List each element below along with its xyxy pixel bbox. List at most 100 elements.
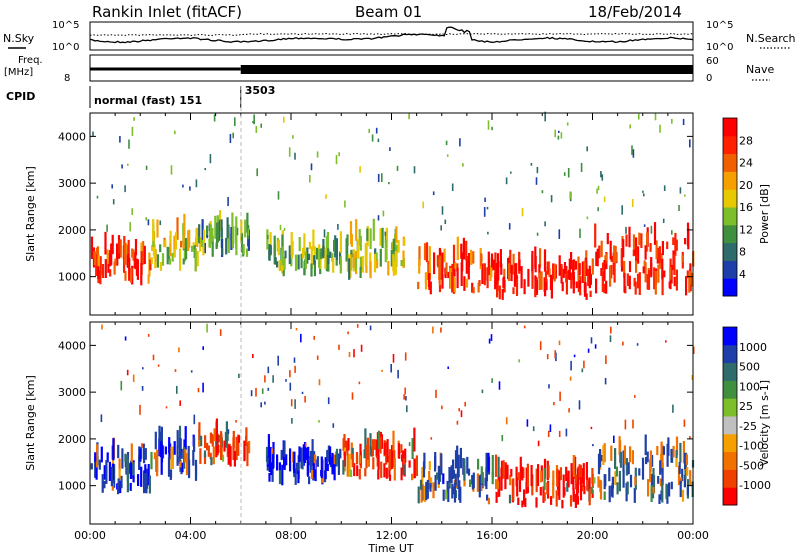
range-gate-cell — [480, 253, 483, 267]
range-gate-cell — [454, 450, 458, 469]
range-gate-cell — [124, 336, 127, 341]
range-gate-cell — [309, 458, 312, 473]
range-gate-cell — [110, 243, 113, 266]
range-gate-cell — [147, 334, 150, 337]
range-gate-cell — [337, 453, 340, 475]
range-gate-cell — [159, 220, 162, 226]
range-gate-cell — [195, 179, 198, 188]
range-gate-cell — [692, 346, 695, 354]
range-gate-cell — [626, 481, 629, 495]
range-gate-cell — [685, 454, 688, 465]
range-gate-cell — [179, 461, 182, 468]
range-gate-cell — [233, 450, 236, 467]
range-gate-cell — [570, 252, 573, 270]
range-gate-cell — [388, 182, 390, 185]
range-gate-cell — [318, 420, 320, 423]
range-gate-cell — [343, 434, 346, 456]
range-gate-cell — [558, 255, 561, 276]
range-gate-cell — [495, 479, 498, 490]
range-gate-cell — [458, 408, 460, 412]
range-gate-cell — [650, 473, 653, 490]
range-gate-cell — [445, 140, 448, 146]
range-gate-cell — [623, 272, 626, 293]
colorbar-tick-label: -500 — [739, 459, 764, 472]
range-gate-cell — [293, 451, 296, 469]
range-gate-cell — [101, 324, 103, 330]
range-gate-cell — [684, 194, 686, 197]
range-gate-cell — [184, 426, 187, 451]
range-gate-cell — [191, 245, 194, 252]
range-gate-cell — [443, 248, 446, 263]
range-gate-cell — [622, 341, 624, 346]
range-gate-cell — [144, 464, 147, 474]
range-gate-cell — [575, 474, 578, 490]
range-gate-cell — [372, 218, 375, 241]
range-gate-cell — [569, 495, 573, 507]
range-gate-cell — [484, 477, 487, 487]
range-gate-cell — [319, 256, 322, 269]
nsky-label: N.Sky — [3, 32, 35, 45]
range-gate-cell — [448, 467, 451, 483]
range-gate-cell — [679, 480, 682, 498]
range-gate-cell — [369, 261, 372, 279]
range-gate-cell — [337, 224, 339, 230]
range-gate-cell — [361, 256, 364, 273]
range-gate-cell — [329, 446, 332, 465]
range-gate-cell — [678, 205, 680, 211]
range-gate-cell — [555, 490, 558, 507]
range-gate-cell — [447, 486, 450, 502]
range-gate-cell — [110, 466, 113, 487]
range-gate-cell — [510, 265, 513, 272]
range-gate-cell — [476, 473, 479, 492]
colorbar-tick-label: 8 — [739, 246, 746, 259]
range-gate-cell — [196, 251, 199, 267]
range-gate-cell — [306, 452, 309, 476]
range-gate-cell — [308, 241, 311, 250]
range-gate-cell — [653, 267, 656, 290]
range-gate-cell — [452, 459, 455, 479]
range-gate-cell — [586, 479, 589, 492]
range-gate-cell — [129, 273, 132, 283]
colorbar-swatch — [723, 451, 737, 470]
range-gate-cell — [501, 435, 504, 442]
range-gate-cell — [545, 279, 548, 291]
range-gate-cell — [587, 269, 590, 286]
range-gate-cell — [183, 439, 186, 453]
range-gate-cell — [382, 210, 385, 217]
range-gate-cell — [517, 497, 520, 505]
range-gate-cell — [491, 455, 494, 477]
range-gate-cell — [586, 146, 588, 152]
range-gate-cell — [118, 468, 121, 480]
range-gate-cell — [358, 229, 361, 246]
range-gate-cell — [456, 456, 460, 478]
range-gate-cell — [558, 430, 561, 437]
range-gate-cell — [164, 239, 167, 248]
range-gate-cell — [359, 256, 362, 269]
range-gate-cell — [178, 425, 182, 449]
range-gate-cell — [101, 264, 105, 278]
range-gate-cell — [302, 247, 305, 259]
range-gate-cell — [130, 443, 133, 465]
range-gate-cell — [164, 446, 167, 455]
range-gate-cell — [688, 273, 691, 293]
range-gate-cell — [605, 280, 608, 294]
range-gate-cell — [99, 256, 102, 275]
range-gate-cell — [588, 268, 591, 288]
range-gate-cell — [646, 274, 649, 290]
range-gate-cell — [347, 438, 350, 451]
range-gate-cell — [389, 147, 391, 151]
range-gate-cell — [647, 270, 651, 290]
range-gate-cell — [643, 193, 645, 197]
range-gate-cell — [176, 217, 179, 240]
range-gate-cell — [677, 465, 681, 486]
range-gate-cell — [320, 248, 323, 260]
range-gate-cell — [464, 401, 466, 407]
range-gate-cell — [232, 430, 235, 449]
range-gate-cell — [456, 236, 459, 260]
range-gate-cell — [204, 168, 206, 171]
range-gate-cell — [614, 448, 617, 469]
range-gate-cell — [180, 240, 183, 248]
power-colorbar: 4 8 12 16 20 24 28 — [722, 117, 753, 297]
range-gate-cell — [310, 246, 313, 269]
range-gate-cell — [450, 469, 453, 484]
